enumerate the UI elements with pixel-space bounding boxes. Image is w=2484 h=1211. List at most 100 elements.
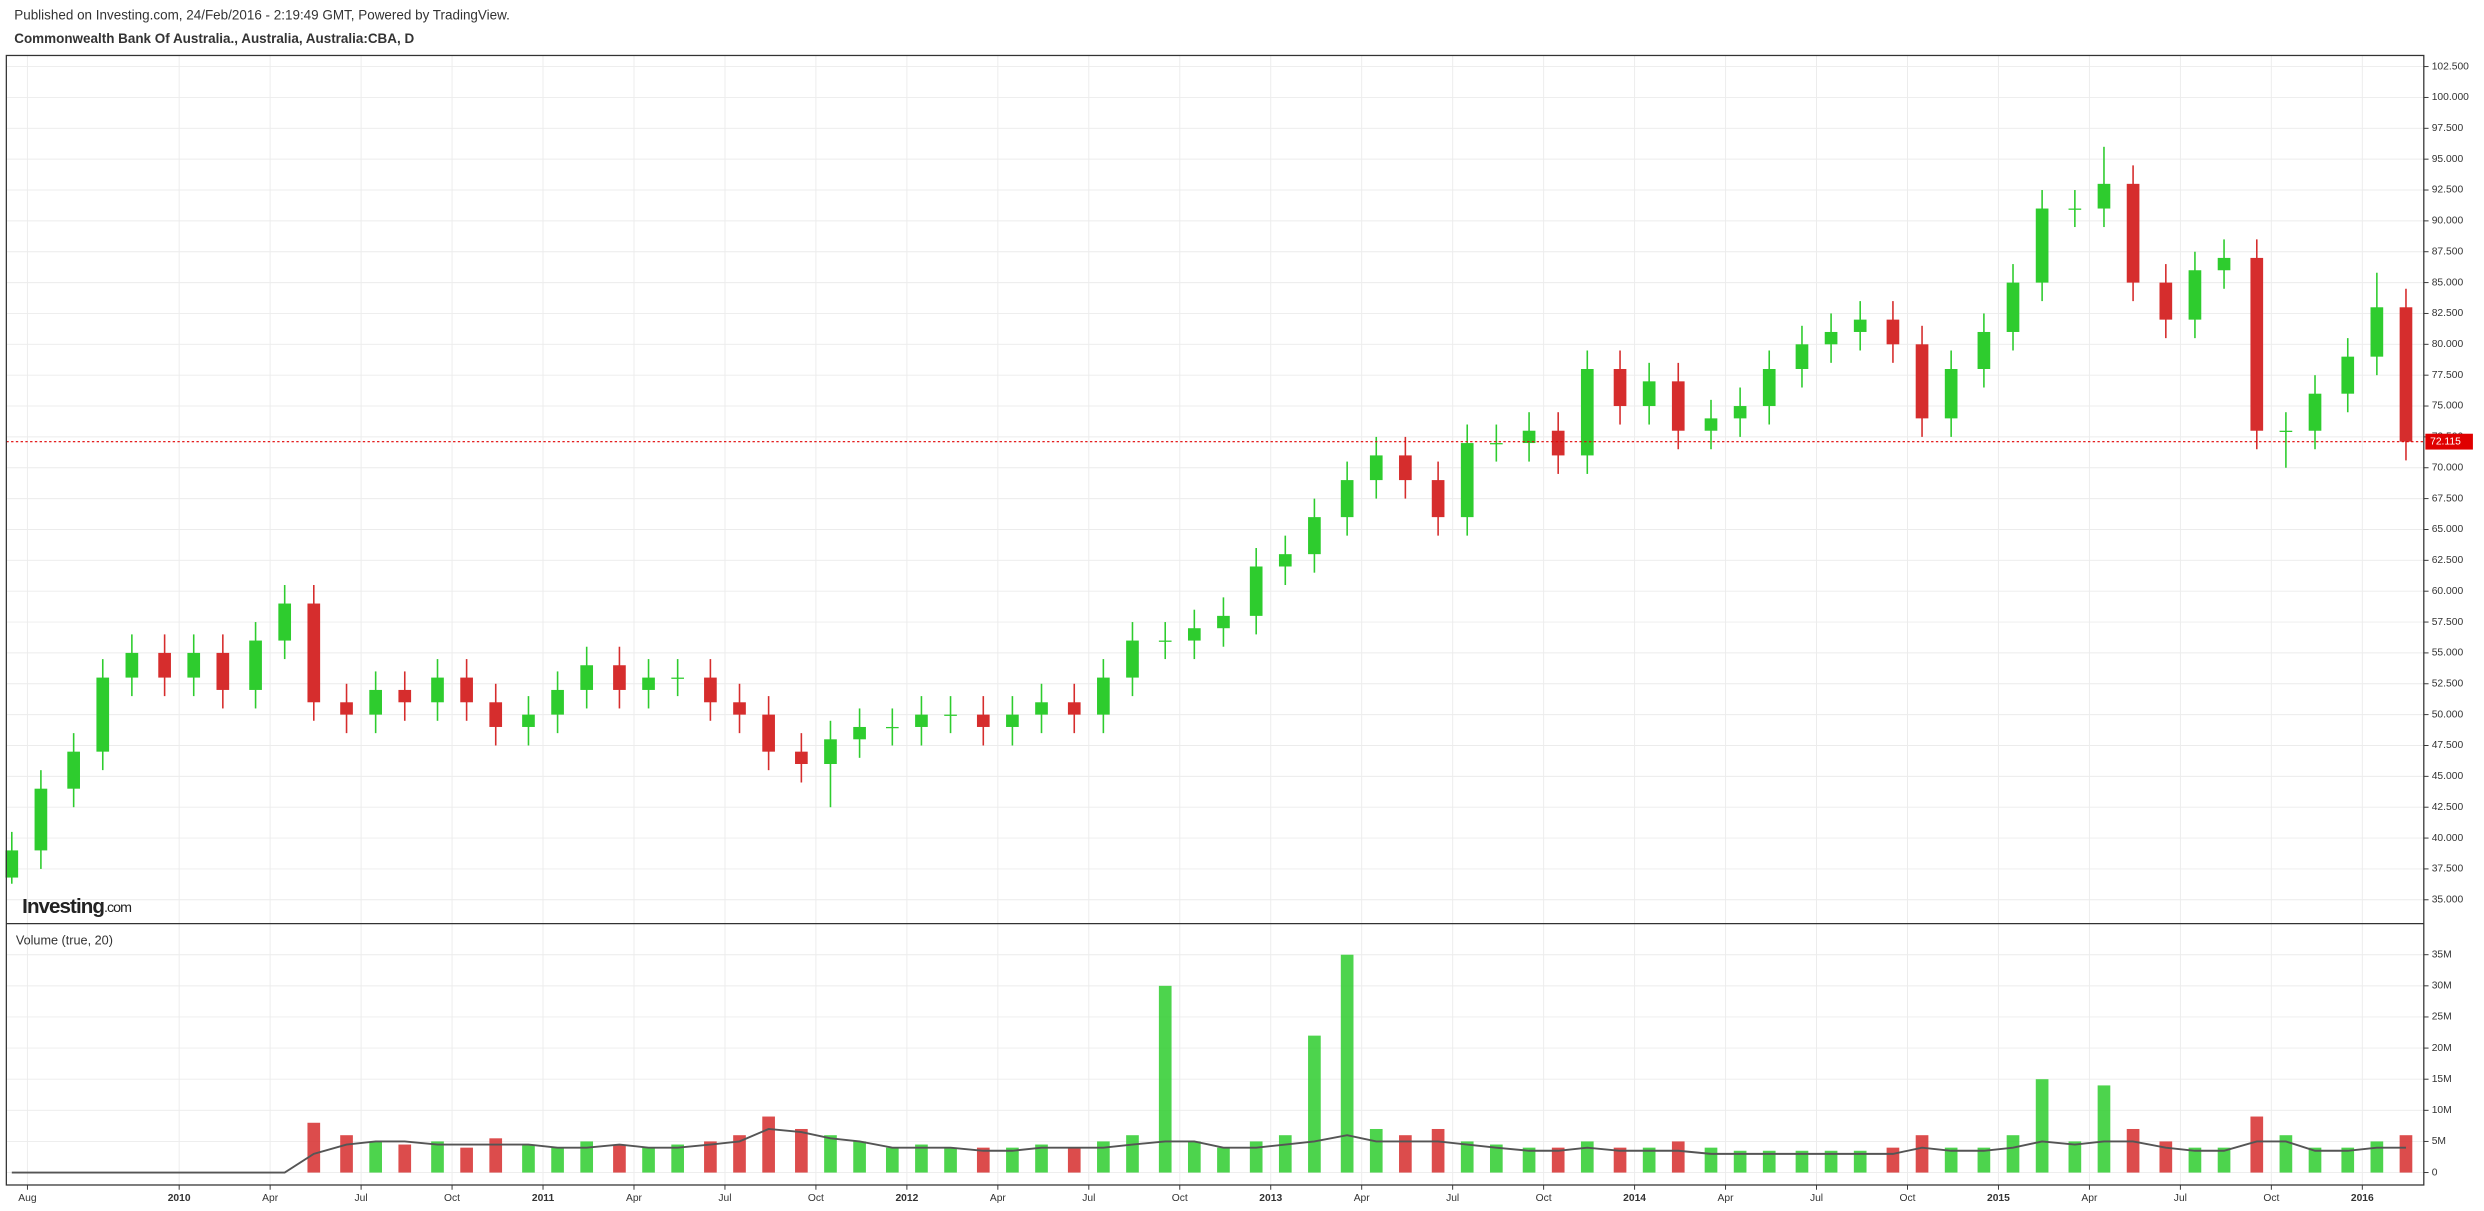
volume-ma-line xyxy=(11,1128,2406,1174)
volume-bar xyxy=(2126,1128,2140,1173)
y-tick-label: 90.000 xyxy=(2432,216,2464,227)
volume-bar xyxy=(2159,1141,2173,1173)
volume-bar xyxy=(1853,1150,1867,1173)
candle-body xyxy=(1733,406,1747,419)
candle-body xyxy=(249,640,262,690)
candle-body xyxy=(1399,455,1412,481)
volume-tick-label: 10M xyxy=(2432,1105,2452,1116)
x-tick-label: Jul xyxy=(718,1193,731,1204)
candle-body xyxy=(1886,319,1900,345)
volume-bar xyxy=(1126,1135,1139,1173)
candle-body xyxy=(67,751,80,789)
volume-bar xyxy=(1795,1150,1809,1173)
x-tick-label: Oct xyxy=(1172,1193,1188,1204)
grid xyxy=(6,55,2424,1185)
volume-bar xyxy=(1431,1128,1445,1173)
y-tick-label: 80.000 xyxy=(2432,339,2464,350)
volume-bar xyxy=(1399,1135,1412,1173)
y-tick-label: 85.000 xyxy=(2432,277,2464,288)
x-tick-label: Aug xyxy=(18,1193,37,1204)
volume-bar xyxy=(1824,1150,1838,1173)
volume-bar xyxy=(1460,1141,1474,1173)
candle-body xyxy=(1217,615,1230,629)
candle-body xyxy=(1278,554,1292,567)
volume-title: Volume (true, 20) xyxy=(16,933,113,947)
candle-body xyxy=(125,652,139,678)
candle-body xyxy=(853,726,866,740)
x-tick-label: Jul xyxy=(1810,1193,1823,1204)
volume-bar xyxy=(1187,1141,1201,1173)
candle-body xyxy=(944,714,957,716)
candle-body xyxy=(824,739,837,764)
candle-body xyxy=(2006,282,2020,332)
volume-tick-label: 15M xyxy=(2432,1074,2452,1085)
candle-body xyxy=(1126,640,1139,678)
candle-body xyxy=(158,652,171,678)
volume-bar xyxy=(1762,1150,1776,1173)
volume-bar xyxy=(307,1122,321,1173)
volume-bar xyxy=(1006,1147,1019,1173)
candle-body xyxy=(2159,282,2173,320)
x-tick-label: Jul xyxy=(355,1193,368,1204)
volume-bar xyxy=(2097,1085,2111,1173)
candle-body xyxy=(885,726,899,729)
volume-bar xyxy=(1580,1141,1594,1173)
volume-tick-label: 0 xyxy=(2432,1167,2438,1178)
volume-bar xyxy=(2068,1141,2082,1173)
volume-bar xyxy=(853,1141,866,1173)
x-tick-label: Jul xyxy=(1446,1193,1459,1204)
volume-bar xyxy=(431,1141,444,1173)
volume-bar xyxy=(1886,1147,1900,1173)
y-tick-label: 75.000 xyxy=(2432,401,2464,412)
candle-body xyxy=(2341,356,2355,394)
candle-body xyxy=(1642,381,1656,407)
candle-body xyxy=(1671,381,1685,431)
y-tick-label: 42.500 xyxy=(2432,802,2464,813)
volume-bar xyxy=(976,1147,990,1173)
volume-bar xyxy=(1944,1147,1958,1173)
volume-bar xyxy=(2188,1147,2202,1173)
chart-title: Commonwealth Bank Of Australia., Austral… xyxy=(14,31,414,46)
volume-bar xyxy=(2250,1116,2264,1173)
watermark-brand: Investing xyxy=(22,895,104,918)
candle-body xyxy=(2279,430,2293,432)
x-tick-label: 2012 xyxy=(895,1193,918,1204)
volume-bar xyxy=(489,1138,503,1173)
volume-bar xyxy=(1522,1147,1536,1173)
x-tick-label: Apr xyxy=(1354,1193,1371,1204)
volume-bar xyxy=(1489,1144,1503,1173)
candle-body xyxy=(216,652,230,690)
candle-body xyxy=(1613,369,1627,407)
candle-body xyxy=(5,850,19,878)
y-tick-label: 60.000 xyxy=(2432,586,2464,597)
volume-bar xyxy=(1308,1035,1321,1173)
candle-body xyxy=(2217,257,2231,271)
volume-tick-label: 20M xyxy=(2432,1043,2452,1054)
candle-body xyxy=(613,665,626,690)
x-tick-label: 2010 xyxy=(168,1193,191,1204)
candle-body xyxy=(2097,183,2111,209)
x-tick-label: Oct xyxy=(2263,1193,2279,1204)
plot-frame xyxy=(5,54,2425,1186)
volume-bar xyxy=(795,1128,808,1173)
candle-body xyxy=(1158,640,1172,642)
x-tick-label: Oct xyxy=(444,1193,460,1204)
volume-tick-label: 25M xyxy=(2432,1012,2452,1023)
x-tick-label: Oct xyxy=(1536,1193,1552,1204)
y-tick-label: 35.000 xyxy=(2432,894,2464,905)
candle-body xyxy=(278,603,292,641)
candle-body xyxy=(976,714,990,727)
y-tick-label: 37.500 xyxy=(2432,864,2464,875)
candle-body xyxy=(2308,393,2322,431)
x-tick-label: 2016 xyxy=(2351,1193,2374,1204)
candle-body xyxy=(1915,344,1929,419)
volume-bar xyxy=(2370,1141,2384,1173)
volume-bar xyxy=(944,1147,957,1173)
candle-body xyxy=(369,689,382,715)
volume-bar xyxy=(1067,1147,1081,1173)
volume-bar xyxy=(551,1147,564,1173)
x-tick-label: Apr xyxy=(262,1193,279,1204)
volume-tick-label: 35M xyxy=(2432,949,2452,960)
y-tick-label: 67.500 xyxy=(2432,493,2464,504)
volume-bar xyxy=(2308,1147,2322,1173)
